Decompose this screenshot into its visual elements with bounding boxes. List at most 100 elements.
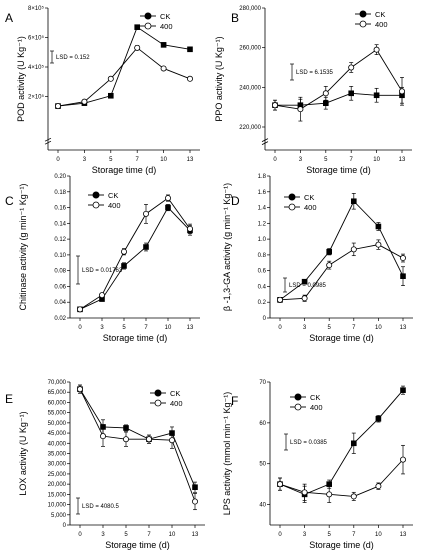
data-point [142, 210, 149, 217]
y-tick-label: 50,000 [48, 421, 67, 427]
series-400 [276, 444, 406, 503]
series-line [79, 206, 191, 310]
x-tick-label: 0 [273, 157, 277, 163]
x-tick-label: 13 [192, 532, 199, 538]
data-point [160, 65, 167, 72]
y-tick-label: 65,000 [48, 390, 67, 396]
legend-label: 400 [160, 22, 173, 31]
y-tick-label: 1.0 [258, 237, 267, 243]
panel-letter: C [5, 194, 14, 208]
y-axis-title: PPO activity (U Kg⁻¹) [214, 36, 224, 121]
x-tick-label: 13 [187, 157, 194, 163]
data-point [123, 425, 129, 431]
data-point [187, 46, 193, 53]
x-tick-label: 7 [136, 157, 140, 163]
data-point [77, 386, 84, 393]
legend-marker [154, 399, 162, 407]
y-tick-label: 0.6 [258, 269, 267, 275]
y-tick-label: 220,000 [239, 125, 261, 131]
data-point [134, 44, 141, 51]
y-tick-label: 0 [263, 316, 267, 322]
x-tick-label: 5 [109, 157, 113, 163]
series-line [57, 26, 191, 107]
y-tick-label: 1.6 [258, 190, 267, 196]
data-point [322, 90, 329, 97]
x-tick-label: 0 [278, 532, 282, 538]
y-tick-label: 1.4 [258, 206, 267, 212]
series-line [79, 388, 196, 502]
x-tick-label: 5 [328, 532, 332, 538]
legend-label: CK [170, 389, 180, 398]
y-tick-label: 0.16 [54, 206, 66, 212]
data-point [350, 198, 357, 205]
x-tick-label: 10 [375, 325, 382, 331]
data-point [164, 195, 171, 202]
series-400 [55, 44, 193, 110]
lsd-label: LSD = 0.01763 [82, 268, 123, 274]
x-tick-label: 3 [299, 157, 303, 163]
data-point [165, 204, 171, 211]
y-tick-label: 0.12 [54, 237, 66, 243]
x-tick-label: 0 [78, 325, 82, 331]
y-tick-label: 0.02 [54, 316, 66, 322]
y-tick-label: 20,000 [48, 482, 67, 488]
x-axis-title: Storage time (d) [309, 333, 374, 343]
data-point [186, 75, 193, 82]
data-point [400, 273, 406, 279]
legend-marker [92, 191, 100, 199]
y-tick-label: 0.10 [54, 253, 66, 259]
data-point [107, 75, 114, 82]
data-point [160, 42, 167, 48]
data-point [373, 92, 380, 99]
lsd-label: LSD = 0.0985 [289, 283, 327, 289]
series-line [279, 200, 404, 301]
y-tick-label: 0.8 [258, 253, 267, 259]
x-axis-title: Storage time (d) [92, 165, 157, 175]
series-400 [276, 239, 406, 303]
x-tick-label: 5 [328, 325, 332, 331]
x-tick-label: 10 [375, 532, 382, 538]
data-point [121, 263, 127, 269]
x-axis-title: Storage time (d) [103, 333, 168, 343]
y-axis-title: POD activity (U Kg⁻¹) [16, 36, 26, 122]
x-tick-label: 3 [83, 157, 87, 163]
y-tick-label: 35,000 [48, 452, 67, 458]
data-point [134, 24, 140, 30]
y-tick-label: 55,000 [48, 411, 67, 417]
data-point [350, 246, 357, 253]
data-point [143, 244, 149, 250]
x-tick-label: 10 [165, 325, 172, 331]
data-point [99, 292, 106, 299]
data-point [375, 241, 382, 248]
y-tick-label: 4×10⁵ [28, 64, 45, 71]
y-tick-label: 6×10⁵ [28, 35, 45, 42]
series-line [279, 459, 404, 497]
panel-c: C 0.02 0.04 0.06 0.08 0.10 0.12 0.14 0.16 0.18 0.2… [5, 174, 200, 343]
x-tick-label: 5 [324, 157, 328, 163]
data-point [123, 436, 130, 443]
y-tick-label: 0.20 [54, 174, 66, 180]
y-tick-label: 0.2 [258, 300, 267, 306]
data-point [301, 295, 308, 302]
data-point [108, 92, 114, 99]
lsd-label: LSD = 0.152 [56, 55, 90, 61]
legend-label: CK [108, 191, 118, 200]
y-tick-label: 15,000 [48, 492, 67, 498]
data-point [375, 415, 382, 422]
x-tick-label: 0 [56, 157, 60, 163]
panel-letter: B [231, 11, 239, 25]
series-line [79, 388, 196, 488]
lsd-label: LSD = 4080.5 [82, 504, 120, 510]
legend-marker [154, 389, 162, 397]
data-point [191, 498, 198, 505]
series-line [279, 389, 404, 495]
y-tick-label: 50 [259, 462, 266, 468]
y-tick-label: 60,000 [48, 400, 67, 406]
legend-label: 400 [108, 201, 121, 210]
lsd-label: LSD = 6.1535 [296, 70, 334, 76]
x-tick-label: 3 [101, 532, 105, 538]
